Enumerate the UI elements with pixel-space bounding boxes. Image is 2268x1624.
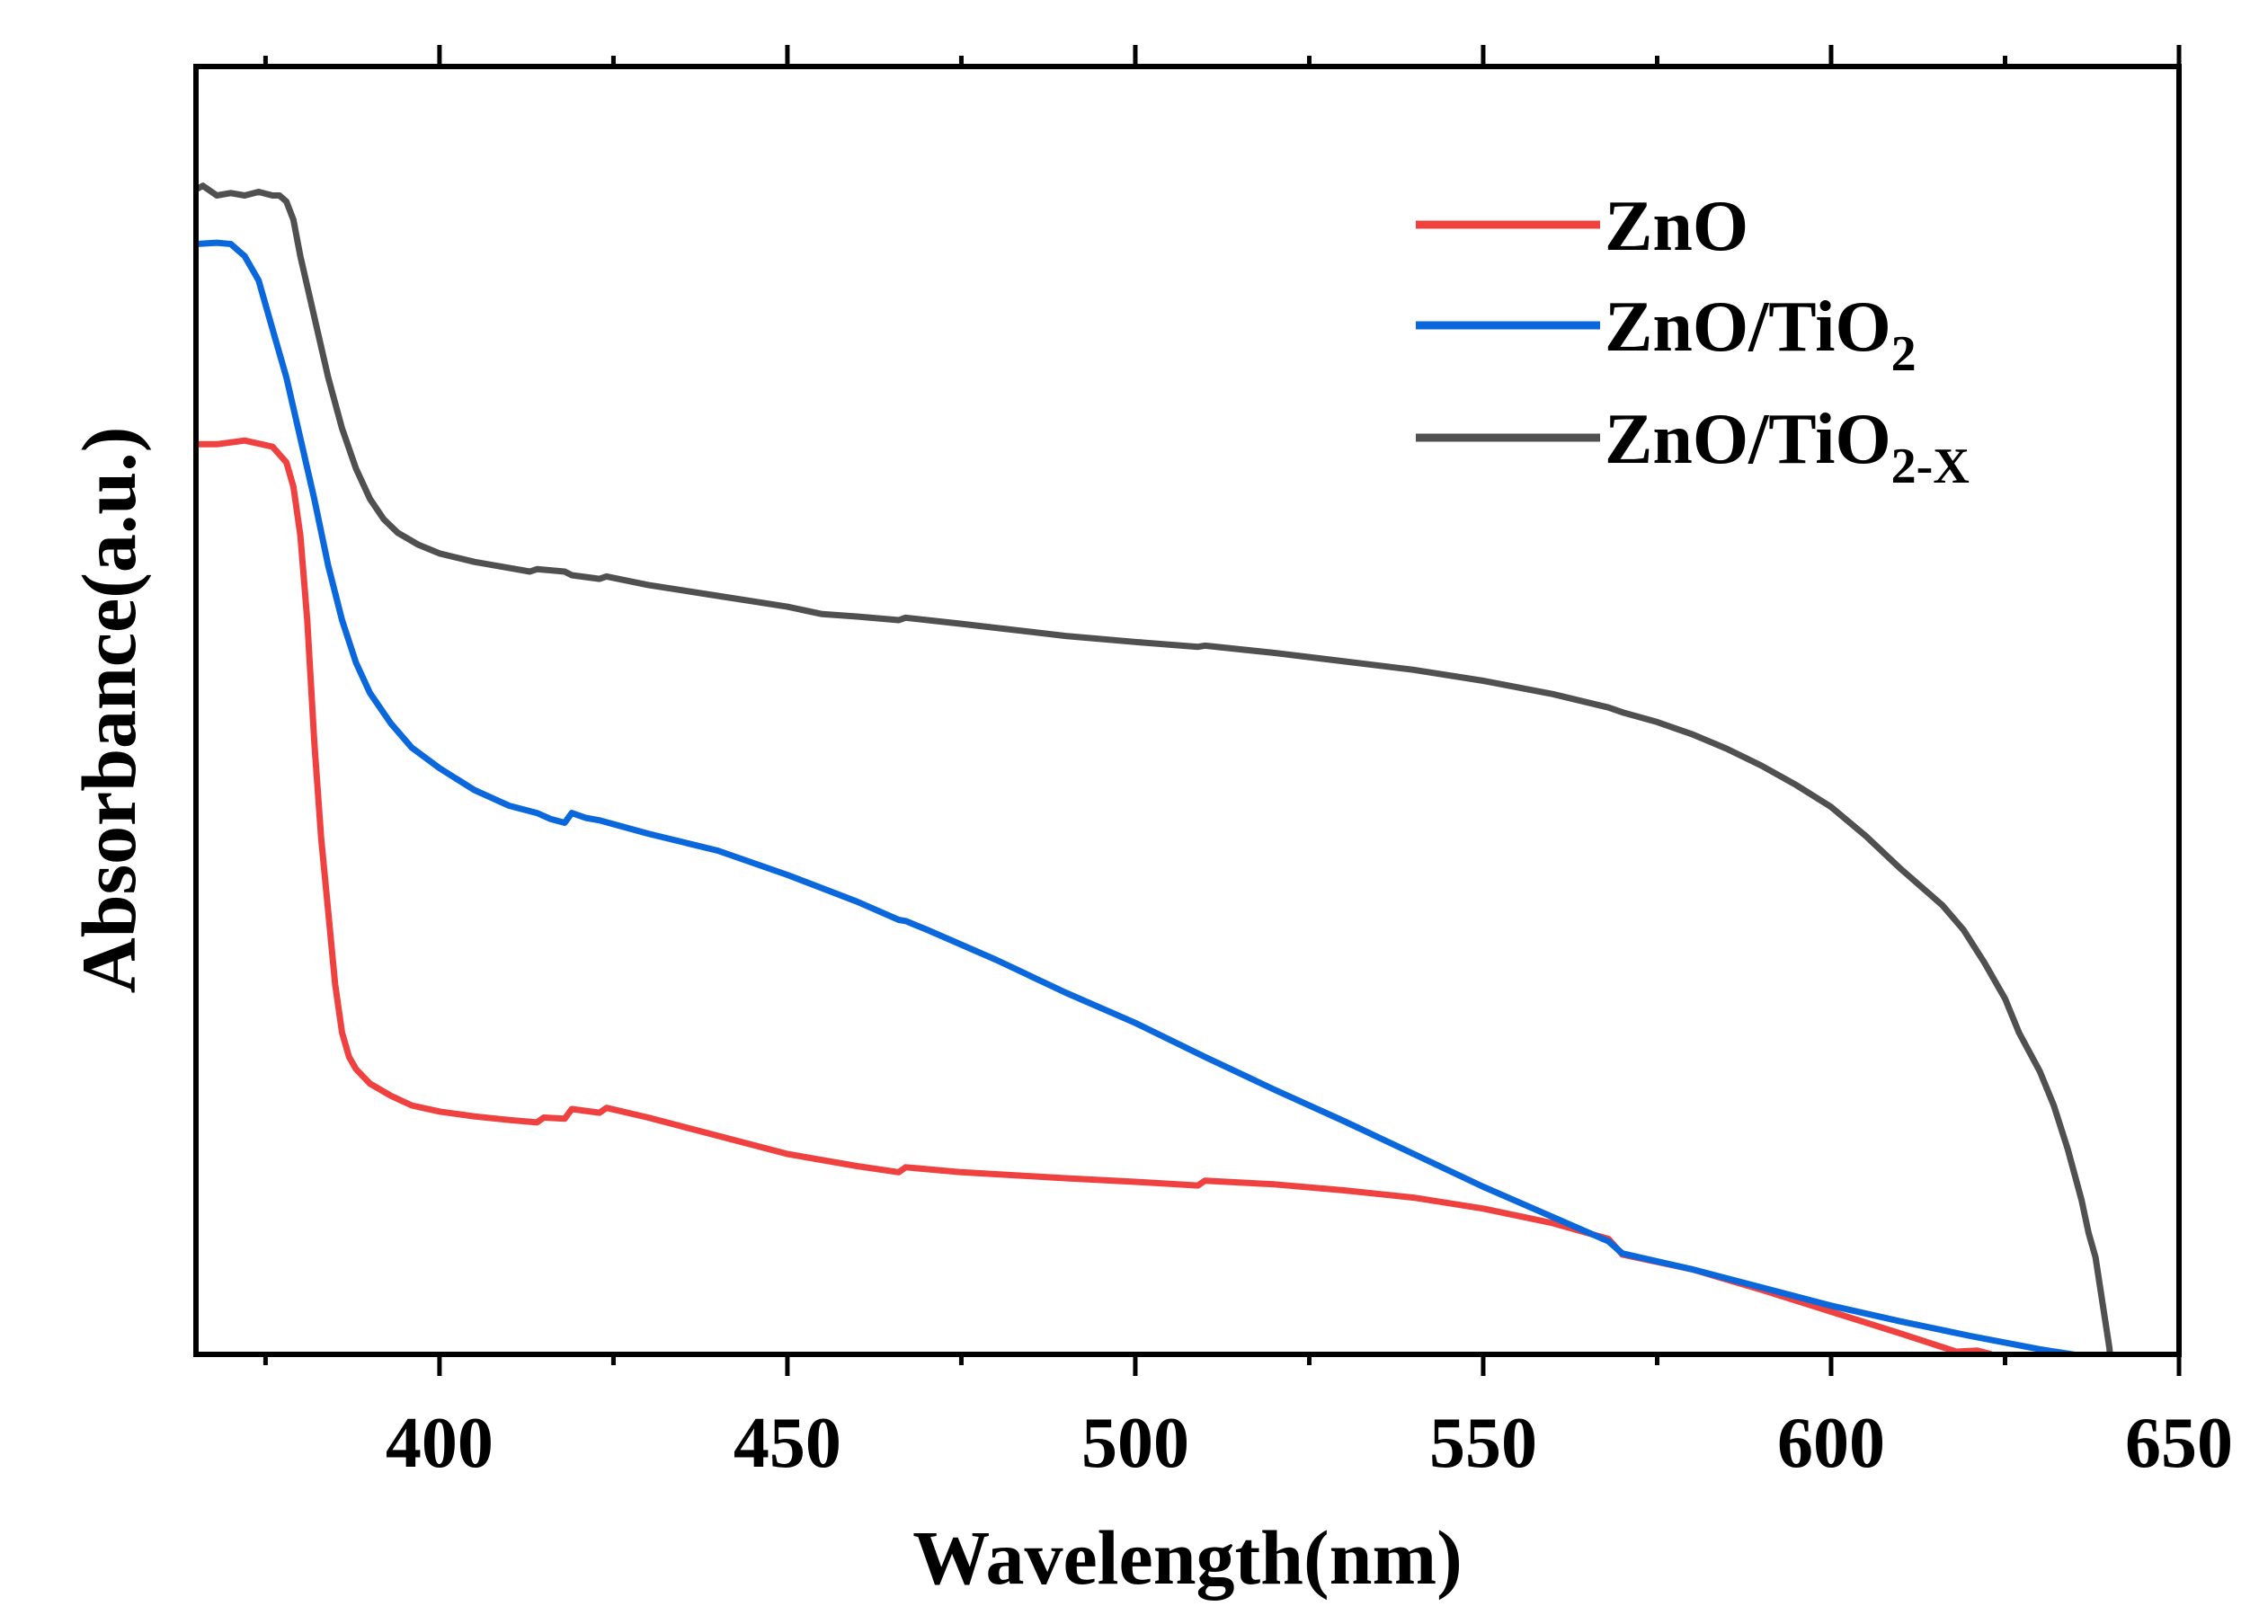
y-axis-title: Absorbance(a.u.): [66, 427, 152, 994]
x-tick-label: 400: [386, 1404, 494, 1483]
x-tick-label: 450: [734, 1404, 841, 1483]
x-axis-title: Wavelength(nm): [912, 1514, 1463, 1601]
plot-frame: [193, 64, 2182, 1357]
series-line-2: [196, 182, 2113, 1354]
legend-label-0: ZnO: [1605, 187, 1748, 266]
series-layer: [196, 182, 2113, 1354]
x-axis-ticks: 400 450 500 550 600 650: [262, 45, 2233, 1483]
x-tick-label: 550: [1429, 1404, 1537, 1483]
x-tick-label: 650: [2125, 1404, 2233, 1483]
plot-area: [196, 67, 2179, 1354]
series-line-1: [196, 239, 2093, 1354]
legend: ZnO ZnO/TiO2 ZnO/TiO2-X: [1416, 187, 1970, 494]
legend-label-1: ZnO/TiO2: [1605, 288, 1917, 382]
x-tick-label: 600: [1777, 1404, 1885, 1483]
x-tick-label: 500: [1081, 1404, 1189, 1483]
legend-label-2: ZnO/TiO2-X: [1605, 400, 1970, 494]
